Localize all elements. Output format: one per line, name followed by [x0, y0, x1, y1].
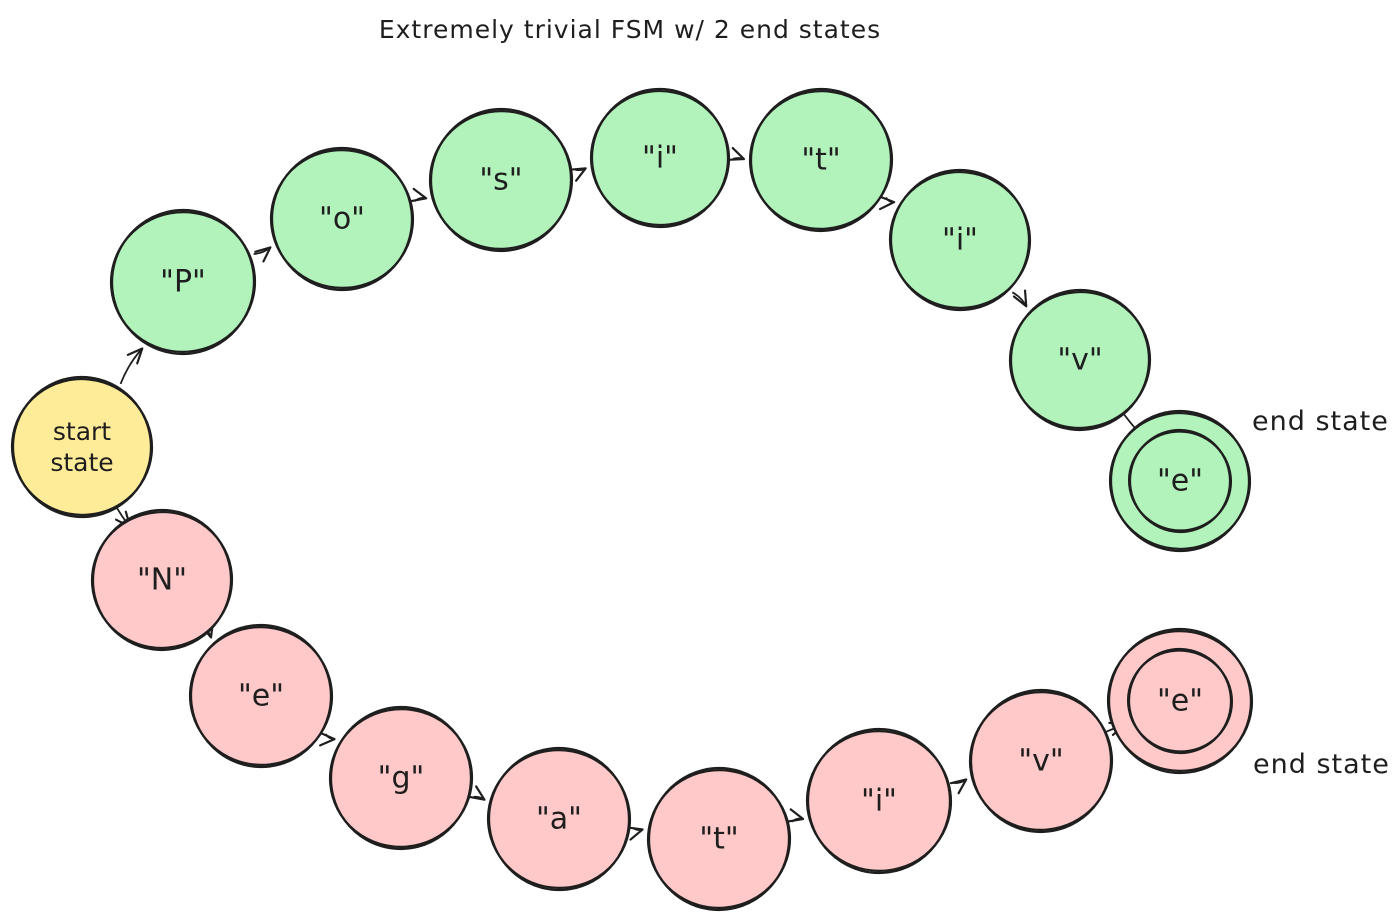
state-g: "g": [328, 705, 474, 851]
state-n: "N": [90, 508, 234, 652]
transition-p-o: [253, 246, 272, 263]
transition-start-p: [119, 347, 144, 385]
state-label-o: "o": [319, 202, 365, 237]
state-o: "o": [269, 146, 415, 292]
transition-g-a: [467, 785, 486, 801]
state-label-t2: "t": [699, 822, 738, 857]
transition-i1-t1: [727, 146, 746, 161]
state-label-e1: "e": [1157, 464, 1203, 499]
state-label-g: "g": [378, 761, 425, 796]
transition-t1-i2: [878, 195, 896, 211]
transition-e2-g: [319, 731, 336, 747]
end-state-negative-label: end state: [1253, 749, 1390, 780]
state-label-v1: "v": [1057, 343, 1102, 378]
state-label-v2: "v": [1018, 744, 1063, 779]
state-label-a: "a": [536, 802, 582, 837]
state-v1: "v": [1008, 288, 1152, 432]
state-i3: "i": [805, 727, 953, 875]
state-i2: "i": [888, 168, 1032, 312]
state-t2: "t": [646, 766, 792, 912]
state-label-e3: "e": [1157, 684, 1203, 719]
state-label-i2: "i": [942, 223, 978, 258]
state-t1: "t": [748, 87, 894, 233]
end-state-positive-label: end state: [1252, 406, 1389, 437]
transition-s-i1: [568, 167, 587, 182]
transition-a-t2: [625, 826, 644, 841]
transition-i2-v1: [1011, 289, 1028, 308]
state-label-t1: "t": [801, 143, 840, 178]
state-label-start: start: [53, 417, 111, 446]
state-e1: "e": [1108, 409, 1252, 553]
state-a: "a": [486, 746, 632, 892]
state-e2: "e": [188, 623, 334, 769]
transition-o-s: [409, 187, 428, 203]
state-label-s: "s": [479, 163, 522, 198]
state-label-n: "N": [137, 563, 187, 598]
state-label-start: state: [50, 448, 113, 477]
transition-i3-v2: [949, 778, 968, 795]
diagram-title: Extremely trivial FSM w/ 2 end states: [379, 15, 881, 44]
state-v2: "v": [968, 688, 1114, 834]
state-i1: "i": [589, 87, 731, 229]
state-p: "P": [109, 208, 257, 356]
state-label-i1: "i": [642, 141, 678, 176]
state-e3: "e": [1106, 627, 1254, 775]
state-label-e2: "e": [238, 679, 284, 714]
state-label-p: "P": [160, 265, 206, 300]
transition-t2-i3: [786, 808, 805, 823]
annotations-layer: end state end state: [1252, 406, 1390, 780]
state-label-i3: "i": [861, 784, 897, 819]
state-s: "s": [428, 107, 574, 253]
